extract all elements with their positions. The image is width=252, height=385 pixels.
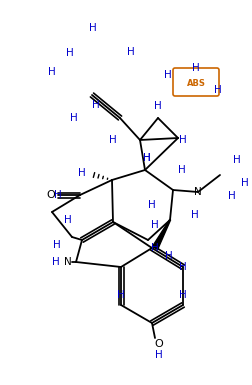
Text: H: H	[117, 290, 125, 300]
Text: H: H	[179, 135, 187, 145]
Text: H: H	[127, 47, 135, 57]
FancyBboxPatch shape	[173, 68, 219, 96]
Text: H: H	[64, 215, 72, 225]
Text: H: H	[143, 153, 151, 163]
Text: H: H	[151, 243, 159, 253]
Text: N: N	[64, 257, 72, 267]
Text: H: H	[178, 165, 186, 175]
Text: H: H	[155, 350, 163, 360]
Text: H: H	[78, 168, 86, 178]
Text: H: H	[192, 63, 200, 73]
Text: H: H	[53, 240, 61, 250]
Text: H: H	[191, 210, 199, 220]
Text: H: H	[143, 153, 151, 163]
Text: H: H	[228, 191, 236, 201]
Text: H: H	[109, 135, 117, 145]
Text: H: H	[233, 155, 241, 165]
Text: H: H	[48, 67, 56, 77]
Text: H: H	[66, 48, 74, 58]
Text: H: H	[214, 85, 222, 95]
Text: H: H	[148, 200, 156, 210]
Text: H: H	[179, 290, 187, 300]
Text: H: H	[70, 113, 78, 123]
Text: H: H	[54, 190, 62, 200]
Text: H: H	[164, 70, 172, 80]
Text: O: O	[47, 190, 55, 200]
Text: H: H	[241, 178, 249, 188]
Text: H: H	[154, 101, 162, 111]
Text: H: H	[89, 23, 97, 33]
Text: H: H	[92, 100, 100, 110]
Text: H: H	[179, 262, 187, 272]
Polygon shape	[152, 220, 170, 249]
Text: ABS: ABS	[186, 79, 205, 87]
Text: H: H	[52, 257, 60, 267]
Text: O: O	[155, 339, 163, 349]
Text: N: N	[194, 187, 202, 197]
Text: H: H	[165, 251, 173, 261]
Text: H: H	[151, 220, 159, 230]
